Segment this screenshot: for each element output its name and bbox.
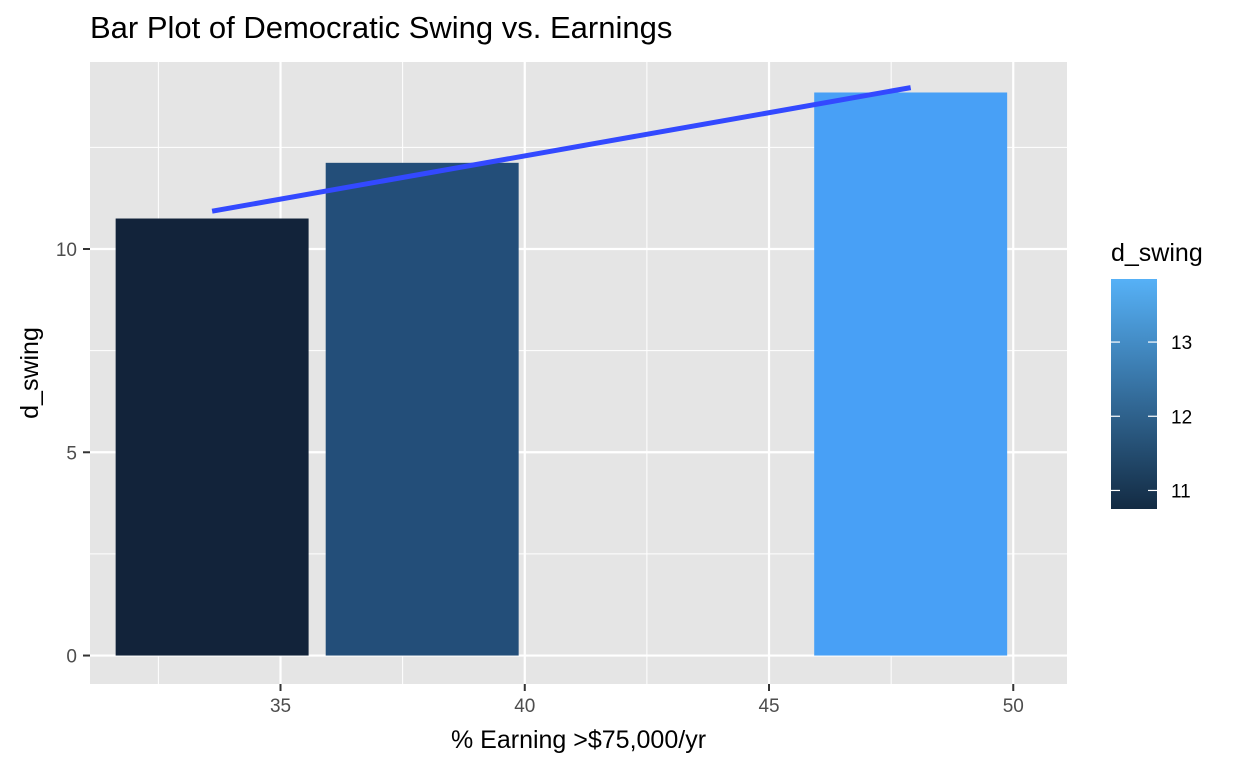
- y-tick-label: 10: [56, 240, 77, 261]
- y-axis-title: d_swing: [16, 327, 44, 419]
- x-tick-label: 50: [1003, 696, 1024, 717]
- x-axis-title: % Earning >$75,000/yr: [451, 726, 706, 754]
- x-tick-label: 40: [514, 696, 535, 717]
- legend-label: 13: [1171, 333, 1192, 354]
- y-tick-label: 5: [66, 443, 77, 464]
- legend-ticks: 11 12 13: [1111, 333, 1192, 502]
- y-tick-label: 0: [66, 647, 77, 668]
- legend-label: 11: [1171, 481, 1191, 502]
- x-tick-label: 35: [270, 696, 291, 717]
- chart-title: Bar Plot of Democratic Swing vs. Earning…: [90, 10, 673, 45]
- x-tick-label: 45: [758, 696, 779, 717]
- legend-label: 12: [1171, 407, 1192, 428]
- bar: [325, 162, 519, 656]
- x-axis: 35 40 45 50: [270, 684, 1024, 717]
- bar: [814, 92, 1008, 656]
- legend: d_swing 11 12 13: [1111, 239, 1203, 509]
- bars: [115, 92, 1008, 656]
- legend-colorbar: [1111, 279, 1157, 509]
- bar: [115, 218, 309, 656]
- trend-line: [211, 85, 912, 214]
- legend-title: d_swing: [1111, 239, 1203, 267]
- y-axis: 0 5 10: [56, 240, 90, 668]
